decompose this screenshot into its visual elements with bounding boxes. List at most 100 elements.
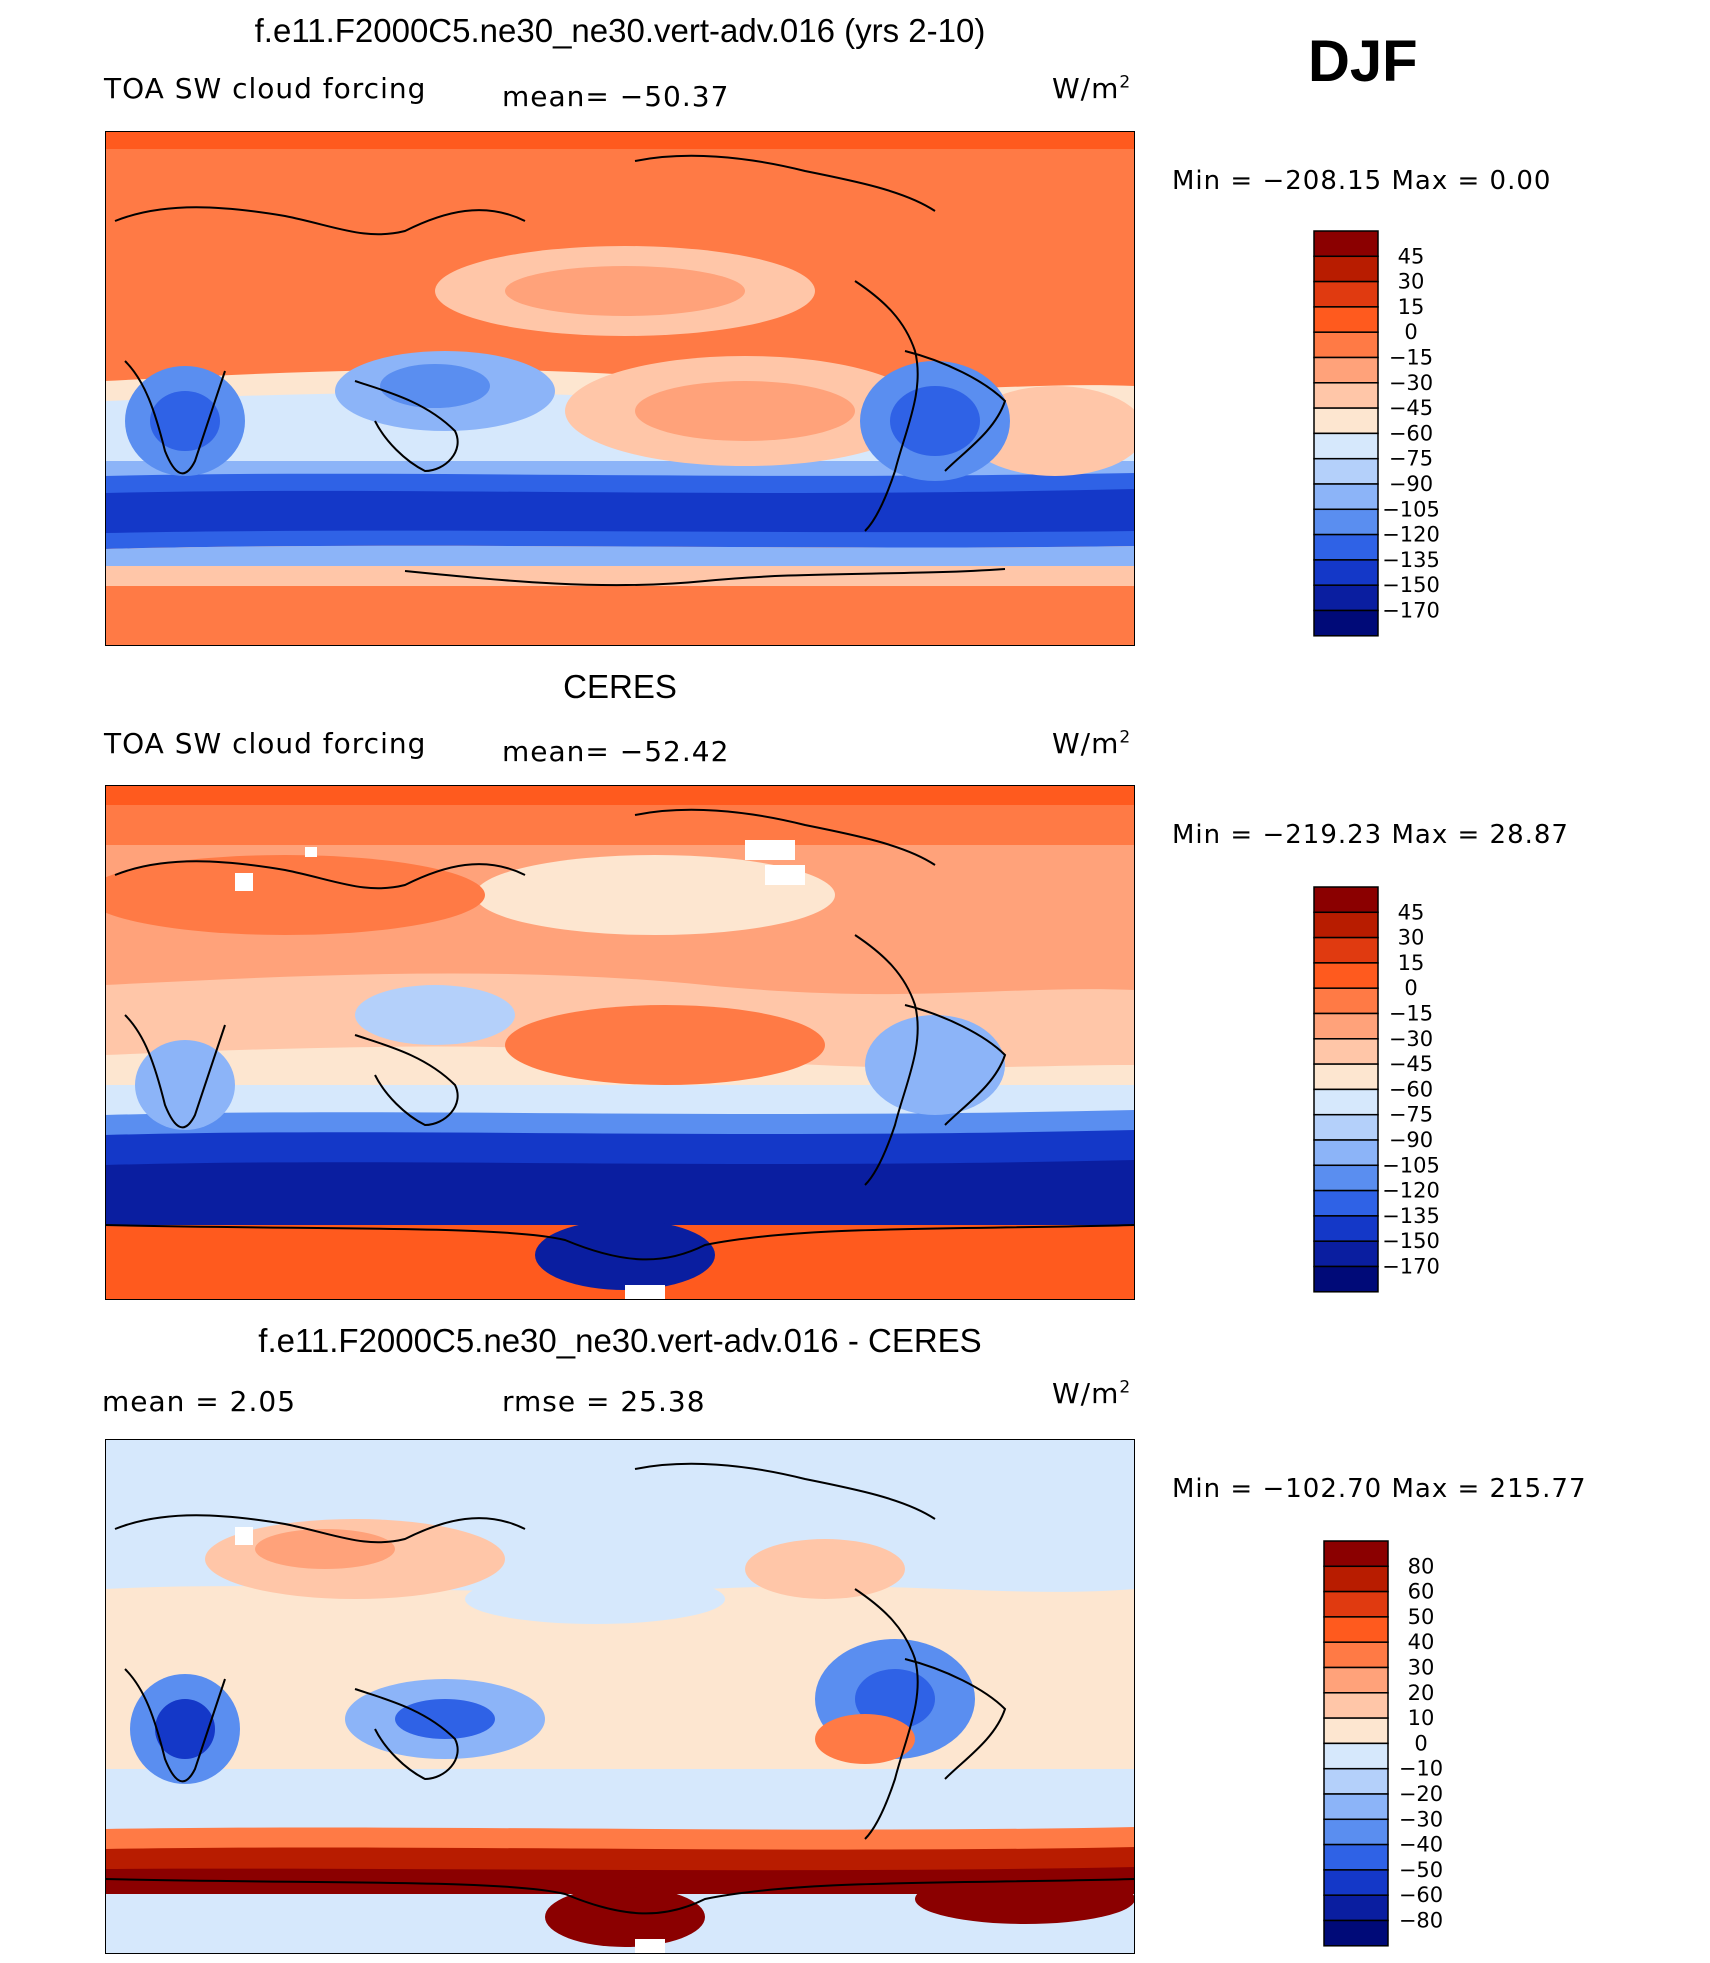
colorbar-label: −60 bbox=[1389, 1077, 1433, 1101]
colorbar-box bbox=[1313, 483, 1379, 511]
panel-3-mean: mean = 2.05 bbox=[102, 1385, 297, 1418]
colorbar-box bbox=[1313, 1215, 1379, 1242]
colorbar-box bbox=[1313, 1113, 1379, 1141]
colorbar-label: −15 bbox=[1389, 1002, 1433, 1026]
colorbar-box bbox=[1313, 1265, 1379, 1293]
panel-3-map bbox=[105, 1439, 1135, 1954]
colorbar-label: −80 bbox=[1399, 1909, 1443, 1933]
colorbar-label: 0 bbox=[1404, 320, 1417, 344]
colorbar-label: 45 bbox=[1398, 244, 1425, 268]
colorbar-label: 30 bbox=[1398, 270, 1425, 294]
colorbar-box bbox=[1323, 1742, 1389, 1770]
panel-1-mean: mean= −50.37 bbox=[502, 80, 730, 113]
colorbar-box bbox=[1323, 1616, 1389, 1643]
colorbar-box bbox=[1313, 508, 1379, 536]
panel-3-minmax: Min = −102.70 Max = 215.77 bbox=[1172, 1474, 1587, 1504]
colorbar-label: −90 bbox=[1389, 472, 1433, 496]
panel-2-mean: mean= −52.42 bbox=[502, 735, 730, 768]
colorbar-label: −105 bbox=[1382, 497, 1440, 521]
colorbar-label: −10 bbox=[1399, 1757, 1443, 1781]
colorbar-box bbox=[1313, 1038, 1379, 1065]
colorbar-box bbox=[1313, 1012, 1379, 1040]
colorbar-box bbox=[1323, 1666, 1389, 1694]
colorbar-box bbox=[1313, 911, 1379, 939]
panel-1-left-label: TOA SW cloud forcing bbox=[104, 72, 427, 105]
panel-2-title: CERES bbox=[563, 668, 677, 705]
colorbar-box bbox=[1313, 962, 1379, 989]
colorbar-box bbox=[1323, 1641, 1389, 1669]
colorbar-label: −135 bbox=[1382, 548, 1440, 572]
colorbar-label: −135 bbox=[1382, 1204, 1440, 1228]
colorbar-box bbox=[1313, 1240, 1379, 1268]
colorbar-label: −60 bbox=[1389, 421, 1433, 445]
panel-2-left-label: TOA SW cloud forcing bbox=[104, 727, 427, 760]
colorbar-label: −105 bbox=[1382, 1153, 1440, 1177]
colorbar-box bbox=[1313, 280, 1379, 308]
colorbar-label: 15 bbox=[1398, 295, 1425, 319]
colorbar-label: −45 bbox=[1389, 396, 1433, 420]
panel-2-map bbox=[105, 785, 1135, 1300]
colorbar-box bbox=[1323, 1818, 1389, 1846]
colorbar-label: 0 bbox=[1404, 976, 1417, 1000]
colorbar-label: −75 bbox=[1389, 447, 1433, 471]
colorbar-label: −120 bbox=[1382, 1179, 1440, 1203]
colorbar-box bbox=[1323, 1590, 1389, 1618]
colorbar-label: −20 bbox=[1399, 1782, 1443, 1806]
colorbar-label: −120 bbox=[1382, 523, 1440, 547]
colorbar-label: −15 bbox=[1389, 346, 1433, 370]
colorbar-box bbox=[1313, 382, 1379, 409]
colorbar-label: 60 bbox=[1408, 1580, 1435, 1604]
colorbar-box bbox=[1313, 457, 1379, 485]
colorbar-box bbox=[1313, 987, 1379, 1015]
colorbar-box bbox=[1313, 609, 1379, 637]
colorbar-box bbox=[1323, 1843, 1389, 1871]
colorbar-label: 15 bbox=[1398, 951, 1425, 975]
panel-1-units: W/m2 bbox=[1052, 72, 1132, 105]
colorbar-box bbox=[1313, 533, 1379, 561]
panel-3-title: f.e11.F2000C5.ne30_ne30.vert-adv.016 - C… bbox=[258, 1322, 982, 1359]
colorbar-box bbox=[1313, 584, 1379, 612]
colorbar-box bbox=[1313, 255, 1379, 283]
colorbar-label: 20 bbox=[1408, 1681, 1435, 1705]
colorbar-box bbox=[1323, 1767, 1389, 1795]
colorbar-box bbox=[1313, 356, 1379, 384]
colorbar-box bbox=[1313, 306, 1379, 333]
colorbar-label: 30 bbox=[1398, 926, 1425, 950]
colorbar-box bbox=[1313, 559, 1379, 586]
colorbar-box bbox=[1313, 1164, 1379, 1192]
colorbar-label: −40 bbox=[1399, 1833, 1443, 1857]
colorbar-box bbox=[1323, 1540, 1389, 1568]
panel-3-rmse: rmse = 25.38 bbox=[502, 1385, 706, 1418]
colorbar-label: 45 bbox=[1398, 900, 1425, 924]
colorbar-box bbox=[1323, 1793, 1389, 1821]
colorbar-box bbox=[1313, 1088, 1379, 1116]
season-label: DJF bbox=[1308, 29, 1418, 94]
panel-1-minmax: Min = −208.15 Max = 0.00 bbox=[1172, 166, 1552, 196]
colorbar-box bbox=[1313, 1063, 1379, 1091]
colorbar-label: −45 bbox=[1389, 1052, 1433, 1076]
colorbar-label: −150 bbox=[1382, 1229, 1440, 1253]
colorbar-box bbox=[1313, 936, 1379, 964]
colorbar-box bbox=[1323, 1692, 1389, 1719]
colorbar-box bbox=[1323, 1869, 1389, 1896]
colorbar-box bbox=[1313, 230, 1379, 258]
colorbar-box bbox=[1323, 1717, 1389, 1745]
colorbar-label: 30 bbox=[1408, 1656, 1435, 1680]
colorbar-label: 40 bbox=[1408, 1630, 1435, 1654]
colorbar-label: −90 bbox=[1389, 1128, 1433, 1152]
panel-3-units: W/m2 bbox=[1052, 1377, 1132, 1410]
panel-1-colorbar: 4530150−15−30−45−60−75−90−105−120−135−15… bbox=[1313, 230, 1440, 637]
colorbar-label: −50 bbox=[1399, 1858, 1443, 1882]
colorbar-box bbox=[1313, 407, 1379, 435]
colorbar-box bbox=[1323, 1919, 1389, 1947]
colorbar-label: −30 bbox=[1389, 371, 1433, 395]
colorbar-box bbox=[1313, 1189, 1379, 1217]
colorbar-box bbox=[1323, 1894, 1389, 1922]
colorbar-box bbox=[1313, 1139, 1379, 1167]
colorbar-box bbox=[1323, 1565, 1389, 1593]
colorbar-label: −60 bbox=[1399, 1883, 1443, 1907]
panel-1-title: f.e11.F2000C5.ne30_ne30.vert-adv.016 (yr… bbox=[254, 12, 986, 49]
colorbar-label: 80 bbox=[1408, 1554, 1435, 1578]
colorbar-label: −170 bbox=[1382, 1255, 1440, 1279]
